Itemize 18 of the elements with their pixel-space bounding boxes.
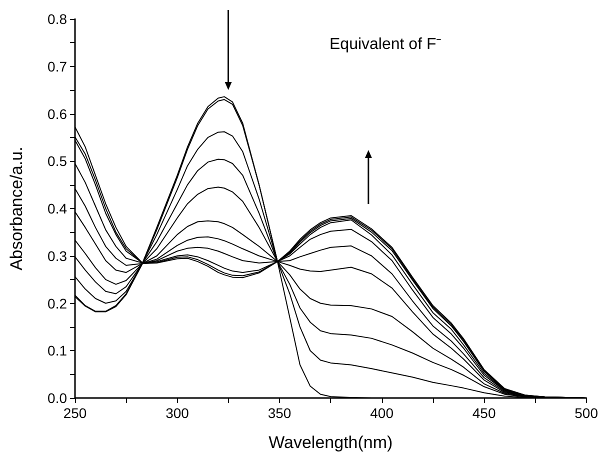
x-tick-label: 350 xyxy=(268,405,292,421)
y-tick-label: 0.6 xyxy=(48,106,68,122)
y-tick-label: 0.4 xyxy=(48,200,68,216)
x-tick-label: 400 xyxy=(370,405,394,421)
annotation: Equivalent of F⁻ xyxy=(330,36,442,53)
y-axis-title: Absorbance/a.u. xyxy=(7,146,26,270)
x-axis-title: Wavelength(nm) xyxy=(268,433,393,452)
x-tick-label: 250 xyxy=(63,405,87,421)
y-tick-label: 0.1 xyxy=(48,342,68,359)
y-tick-label: 0.7 xyxy=(48,58,68,74)
x-tick-label: 300 xyxy=(166,405,190,421)
y-tick-label: 0.2 xyxy=(48,295,68,312)
y-tick-label: 0.5 xyxy=(48,153,68,170)
x-tick-label: 500 xyxy=(574,405,598,421)
y-tick-label: 0.3 xyxy=(48,248,68,264)
y-tick-label: 0.0 xyxy=(48,390,68,406)
x-tick-label: 450 xyxy=(472,405,496,421)
y-tick-label: 0.8 xyxy=(48,11,68,27)
